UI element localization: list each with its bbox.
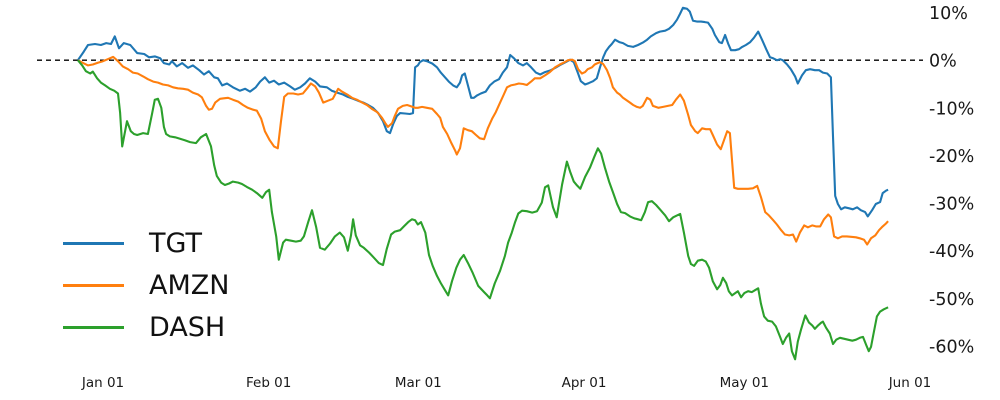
series-line-dash (77, 59, 889, 361)
x-tick-label: Feb 01 (246, 375, 291, 391)
legend-line-swatch-amzn (63, 283, 124, 287)
y-tick-label: -30% (929, 195, 974, 215)
x-tick-label: Mar 01 (395, 375, 442, 391)
y-tick-label: -10% (929, 99, 974, 119)
legend: TGT AMZN DASH (63, 222, 229, 348)
y-tick-label: 10% (929, 4, 968, 24)
x-tick-label: Jun 01 (888, 375, 932, 391)
x-tick-label: Apr 01 (562, 375, 607, 391)
legend-item-dash: DASH (63, 306, 229, 348)
x-tick-label: Jan 01 (81, 375, 124, 391)
y-tick-label: -20% (929, 147, 974, 167)
legend-item-tgt: TGT (63, 222, 229, 264)
y-tick-label: 0% (929, 52, 957, 72)
y-tick-label: -50% (929, 290, 974, 310)
y-tick-label: -40% (929, 242, 974, 262)
legend-label-dash: DASH (149, 311, 226, 343)
series-line-tgt (77, 6, 889, 218)
x-tick-label: May 01 (720, 375, 769, 391)
legend-item-amzn: AMZN (63, 264, 229, 306)
legend-line-swatch-dash (63, 325, 124, 329)
legend-label-amzn: AMZN (149, 269, 230, 301)
y-tick-label: -60% (929, 337, 974, 357)
legend-label-tgt: TGT (149, 227, 202, 259)
series-line-amzn (77, 55, 889, 246)
legend-line-swatch-tgt (63, 241, 124, 245)
